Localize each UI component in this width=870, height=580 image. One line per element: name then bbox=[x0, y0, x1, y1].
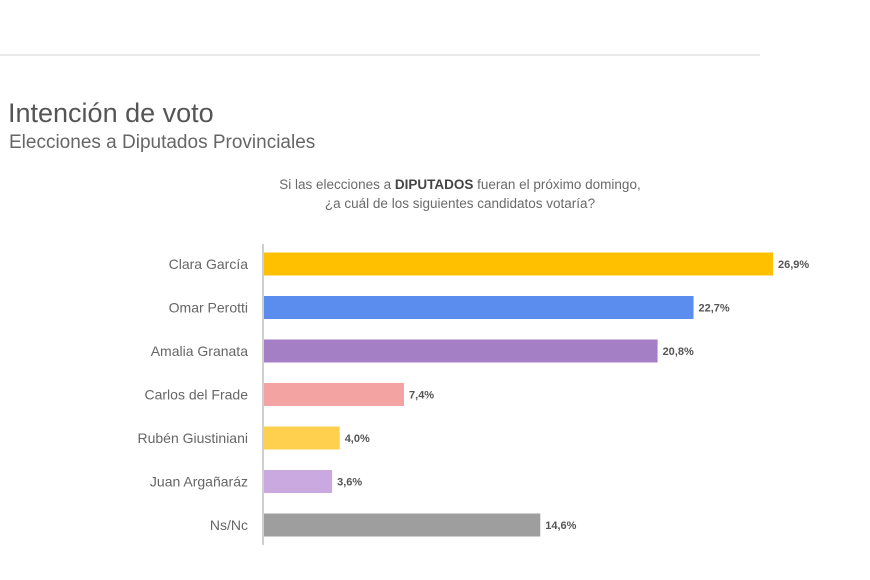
category-label: Rubén Giustiniani bbox=[137, 430, 248, 446]
chart-title: Intención de voto bbox=[8, 98, 214, 128]
bar bbox=[264, 383, 405, 406]
value-label: 7,4% bbox=[409, 390, 434, 402]
question-line-2: ¿a cuál de los siguientes candidatos vot… bbox=[324, 196, 596, 211]
question-text-a: Si las elecciones a bbox=[279, 177, 395, 192]
question-line-1: Si las elecciones a DIPUTADOS fueran el … bbox=[200, 175, 720, 194]
bar bbox=[264, 339, 658, 363]
bar bbox=[264, 296, 694, 319]
bar bbox=[264, 252, 773, 276]
question-text-b: fueran el próximo domingo, bbox=[473, 177, 641, 192]
bar bbox=[264, 470, 333, 493]
bar bbox=[264, 426, 340, 450]
question-keyword: DIPUTADOS bbox=[394, 177, 474, 192]
category-label: Omar Perotti bbox=[169, 300, 248, 316]
value-label: 4,0% bbox=[345, 433, 370, 445]
value-label: 20,8% bbox=[663, 346, 694, 358]
category-label: Ns/Nc bbox=[210, 517, 248, 533]
top-divider bbox=[0, 54, 760, 56]
category-label: Amalia Granata bbox=[151, 343, 248, 359]
bar bbox=[264, 513, 541, 537]
value-label: 14,6% bbox=[545, 520, 576, 532]
category-label: Juan Argañaráz bbox=[150, 474, 248, 490]
value-label: 22,7% bbox=[699, 303, 730, 315]
value-label: 26,9% bbox=[778, 259, 809, 271]
chart-subtitle: Elecciones a Diputados Provinciales bbox=[9, 132, 316, 153]
category-label: Clara García bbox=[169, 256, 249, 272]
value-label: 3,6% bbox=[337, 477, 362, 489]
survey-question: Si las elecciones a DIPUTADOS fueran el … bbox=[200, 175, 720, 213]
category-label: Carlos del Frade bbox=[145, 387, 249, 403]
